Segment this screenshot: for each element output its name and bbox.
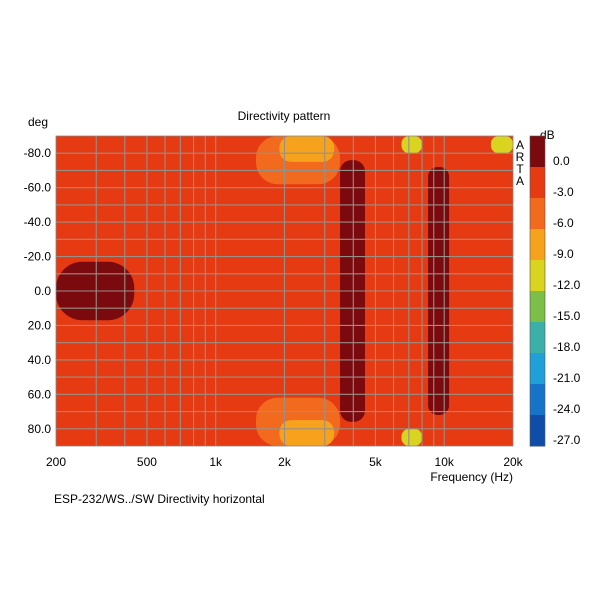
x-tick-label: 20k: [503, 455, 523, 469]
colorbar-segment: [530, 198, 545, 230]
contour-region: [279, 136, 335, 162]
y-tick-label: -60.0: [24, 181, 52, 195]
x-tick-label: 10k: [435, 455, 455, 469]
x-tick-label: 5k: [369, 455, 383, 469]
y-tick-label: -20.0: [24, 250, 52, 264]
y-tick-label: 0.0: [34, 284, 51, 298]
y-axis-label: deg: [28, 115, 48, 129]
colorbar-label: 0.0: [553, 154, 570, 168]
contour-region: [401, 428, 423, 446]
colorbar-segment: [530, 415, 545, 447]
colorbar: [529, 135, 546, 447]
x-tick-label: 500: [137, 455, 157, 469]
colorbar-segment: [530, 136, 545, 168]
y-tick-label: 80.0: [28, 422, 52, 436]
colorbar-segment: [530, 291, 545, 323]
y-tick-label: 60.0: [28, 387, 52, 401]
colorbar-segment: [530, 322, 545, 354]
y-tick-label: 40.0: [28, 353, 52, 367]
colorbar-label: -18.0: [553, 340, 581, 354]
watermark-letter: T: [516, 162, 524, 176]
chart-title: Directivity pattern: [238, 109, 331, 123]
colorbar-labels: 0.0 -3.0 -6.0 -9.0 -12.0 -15.0 -18.0 -21.0 -24.0…: [553, 154, 581, 447]
y-tick-labels: -80.0 -60.0 -40.0 -20.0 0.0 20.0 40.0 60.0 80.0: [24, 146, 52, 436]
watermark-letter: A: [516, 138, 524, 152]
x-tick-labels: 200 500 1k 2k 5k 10k 20k: [46, 455, 524, 469]
colorbar-segment: [530, 229, 545, 261]
x-tick-label: 2k: [278, 455, 292, 469]
colorbar-segment: [530, 353, 545, 385]
colorbar-label: -3.0: [553, 185, 574, 199]
x-tick-label: 200: [46, 455, 66, 469]
x-tick-label: 1k: [209, 455, 223, 469]
colorbar-segment: [530, 260, 545, 292]
contour-region: [490, 136, 513, 154]
colorbar-label: -12.0: [553, 278, 581, 292]
contour-region: [401, 136, 423, 154]
colorbar-frame: [529, 135, 546, 447]
footer-caption: ESP-232/WS../SW Directivity horizontal: [54, 492, 265, 506]
heatmap-plot: [56, 136, 513, 446]
colorbar-label: -15.0: [553, 309, 581, 323]
x-axis-label: Frequency (Hz): [430, 470, 513, 484]
colorbar-label: -6.0: [553, 216, 574, 230]
grid-lines: [56, 136, 513, 446]
watermark-letter: A: [516, 174, 524, 188]
colorbar-label: -24.0: [553, 402, 581, 416]
contour-region: [279, 420, 335, 446]
y-tick-label: 20.0: [28, 318, 52, 332]
colorbar-segment: [530, 384, 545, 416]
colorbar-label: -27.0: [553, 433, 581, 447]
colorbar-label: -21.0: [553, 371, 581, 385]
colorbar-label: -9.0: [553, 247, 574, 261]
plot-frame: [55, 135, 514, 447]
y-tick-label: -40.0: [24, 215, 52, 229]
watermark-letter: R: [516, 150, 525, 164]
y-tick-label: -80.0: [24, 146, 52, 160]
contour-regions: [56, 136, 513, 446]
colorbar-segment: [530, 167, 545, 199]
